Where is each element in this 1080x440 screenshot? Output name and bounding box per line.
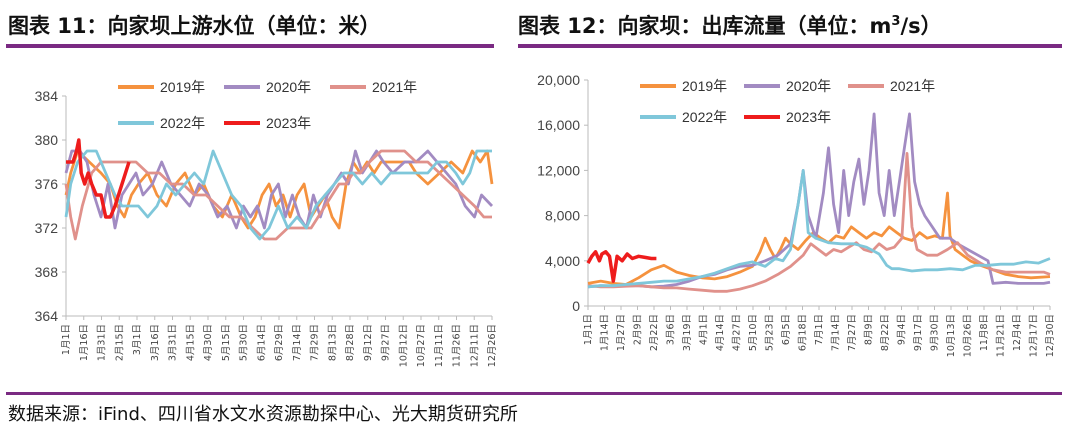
x-tick-label: 5月23日: [765, 314, 776, 351]
x-tick-label: 3月16日: [150, 324, 161, 361]
x-tick-label: 4月1日: [699, 314, 710, 345]
x-tick-label: 3月19日: [682, 314, 693, 351]
x-tick-label: 12月4日: [1012, 314, 1023, 351]
y-tick-label: 364: [35, 308, 59, 324]
right-title-rule: [518, 44, 1062, 48]
y-tick-label: 4,000: [545, 253, 580, 269]
x-tick-label: 2月15日: [114, 324, 125, 361]
y-tick-label: 20,000: [537, 72, 580, 88]
x-tick-label: 4月14日: [715, 314, 726, 351]
x-tick-label: 6月29日: [274, 324, 285, 361]
x-tick-label: 3月1日: [132, 324, 143, 355]
series-line-2023年: [586, 250, 657, 283]
x-tick-label: 4月27日: [732, 314, 743, 351]
right-title-main: 图表 12：向家坝：出库流量（单位：m: [518, 14, 892, 38]
x-tick-label: 1月14日: [600, 314, 611, 351]
x-tick-label: 10月27日: [416, 324, 427, 367]
x-tick-label: 5月10日: [748, 314, 759, 351]
x-tick-label: 7月29日: [310, 324, 321, 361]
x-tick-label: 7月14日: [292, 324, 303, 361]
series-line-2019年: [64, 149, 494, 230]
x-tick-label: 4月30日: [203, 324, 214, 361]
x-tick-label: 1月27日: [616, 314, 627, 351]
y-tick-label: 372: [35, 220, 59, 236]
x-tick-label: 12月17日: [1029, 314, 1040, 357]
x-tick-label: 12月30日: [1045, 314, 1056, 357]
series-line-2020年: [587, 112, 1051, 289]
series-line-2022年: [587, 169, 1051, 289]
x-tick-label: 5月30日: [239, 324, 250, 361]
left-chart-title: 图表 11：向家坝上游水位（单位：米）: [8, 14, 381, 38]
left-title-rule: [6, 44, 494, 48]
legend-label: 2019年: [682, 78, 727, 94]
x-tick-label: 10月12日: [398, 324, 409, 367]
legend-label: 2023年: [786, 109, 831, 125]
y-tick-label: 376: [35, 176, 59, 192]
x-tick-label: 8月9日: [864, 314, 875, 345]
x-tick-label: 3月31日: [168, 324, 179, 361]
x-tick-label: 5月15日: [221, 324, 232, 361]
series-line-2022年: [64, 149, 492, 241]
x-tick-label: 9月17日: [913, 314, 924, 351]
y-tick-label: 12,000: [537, 162, 580, 178]
x-tick-label: 6月14日: [256, 324, 267, 361]
x-tick-label: 1月1日: [61, 324, 72, 355]
y-tick-label: 380: [35, 132, 59, 148]
x-tick-label: 1月1日: [583, 314, 594, 345]
source-note: 数据来源：iFind、四川省水文水资源勘探中心、光大期货研究所: [8, 404, 518, 425]
x-tick-label: 10月26日: [963, 314, 974, 357]
x-tick-label: 4月15日: [185, 324, 196, 361]
series-line-2021年: [587, 152, 1051, 293]
x-tick-label: 8月13日: [327, 324, 338, 361]
legend-label: 2019年: [160, 79, 205, 95]
x-tick-label: 1月16日: [79, 324, 90, 361]
x-tick-label: 9月27日: [381, 324, 392, 361]
x-tick-label: 2月22日: [649, 314, 660, 351]
x-tick-label: 10月13日: [946, 314, 957, 357]
legend-label: 2022年: [160, 115, 205, 131]
y-tick-label: 8,000: [545, 208, 580, 224]
x-tick-label: 8月28日: [345, 324, 356, 361]
x-tick-label: 8月22日: [880, 314, 891, 351]
x-tick-label: 7月27日: [847, 314, 858, 351]
legend-label: 2021年: [372, 79, 417, 95]
legend-label: 2020年: [266, 79, 311, 95]
x-tick-label: 3月6日: [666, 314, 677, 345]
x-tick-label: 12月26日: [487, 324, 498, 367]
x-tick-label: 9月12日: [363, 324, 374, 361]
right-chart-title: 图表 12：向家坝：出库流量（单位：m3/s）: [518, 10, 942, 40]
x-tick-label: 12月11日: [469, 324, 480, 367]
x-tick-label: 6月18日: [798, 314, 809, 351]
legend-label: 2020年: [786, 78, 831, 94]
x-tick-label: 7月1日: [814, 314, 825, 345]
x-tick-label: 9月30日: [930, 314, 941, 351]
x-tick-label: 2月9日: [633, 314, 644, 345]
x-tick-label: 7月14日: [831, 314, 842, 351]
y-tick-label: 384: [35, 88, 59, 104]
x-tick-label: 1月31日: [97, 324, 108, 361]
y-tick-label: 16,000: [537, 117, 580, 133]
legend-label: 2021年: [890, 78, 935, 94]
x-tick-label: 11月26日: [452, 324, 463, 367]
x-tick-label: 11月11日: [434, 324, 445, 367]
x-tick-label: 6月5日: [781, 314, 792, 345]
series-line-2023年: [66, 138, 131, 219]
x-tick-label: 9月4日: [897, 314, 908, 345]
y-tick-label: 368: [35, 264, 59, 280]
footer-rule: [6, 392, 1062, 395]
x-tick-label: 11月8日: [979, 314, 990, 351]
legend-label: 2022年: [682, 109, 727, 125]
right-title-end: /s）: [900, 14, 942, 38]
right-title-superscript: 3: [891, 14, 901, 29]
x-tick-label: 11月21日: [996, 314, 1007, 357]
series-line-2020年: [64, 149, 494, 230]
y-tick-label: 0: [572, 298, 580, 314]
legend-label: 2023年: [266, 115, 311, 131]
